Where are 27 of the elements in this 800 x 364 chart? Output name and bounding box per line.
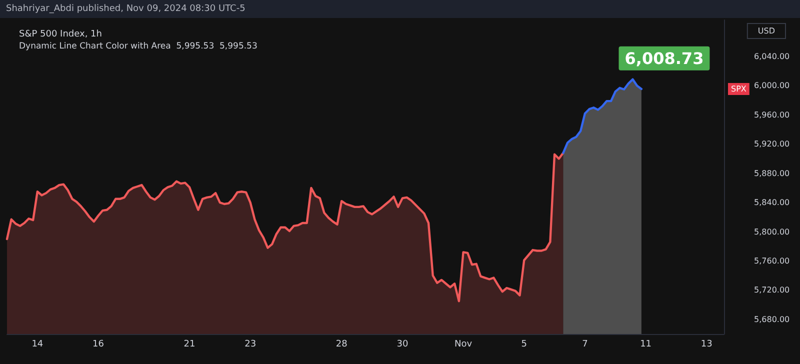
- text: SPX: [731, 84, 747, 94]
- y-tick-label: 6,040.00: [754, 52, 790, 62]
- y-tick-label: 5,960.00: [754, 110, 790, 120]
- x-tick-label: 11: [640, 340, 652, 350]
- y-tick-label: 5,680.00: [754, 314, 790, 324]
- x-tick-label: 13: [700, 340, 712, 350]
- y-tick-label: 5,840.00: [754, 198, 790, 208]
- x-tick-label: 23: [244, 340, 256, 350]
- text: Shahriyar_Abdi published, Nov 09, 2024 08:30 UTC-5: [0, 0, 800, 18]
- x-tick-label: 21: [184, 340, 196, 350]
- y-tick-label: 5,720.00: [754, 286, 790, 295]
- text: Dynamic Line Chart Color with Area 5,995.53 5,995.53: [19, 42, 258, 52]
- x-tick-label: 14: [32, 340, 44, 350]
- x-tick-label: 16: [92, 340, 104, 350]
- x-tick-label: 5: [521, 340, 527, 350]
- text: USD: [758, 26, 775, 36]
- y-tick-label: 5,920.00: [754, 140, 790, 149]
- x-tick-label: 30: [396, 340, 408, 350]
- y-tick-label: 5,760.00: [754, 256, 790, 266]
- text: S&P 500 Index, 1h: [19, 30, 102, 40]
- annotation: 6,008.73: [624, 48, 704, 68]
- y-tick-label: 6,000.00: [754, 81, 790, 90]
- x-tick-label: 7: [582, 340, 588, 350]
- y-tick-label: 5,800.00: [754, 227, 790, 236]
- x-tick-label: 28: [336, 340, 348, 350]
- x-tick-label: Nov: [454, 340, 473, 350]
- y-tick-label: 5,880.00: [754, 168, 790, 178]
